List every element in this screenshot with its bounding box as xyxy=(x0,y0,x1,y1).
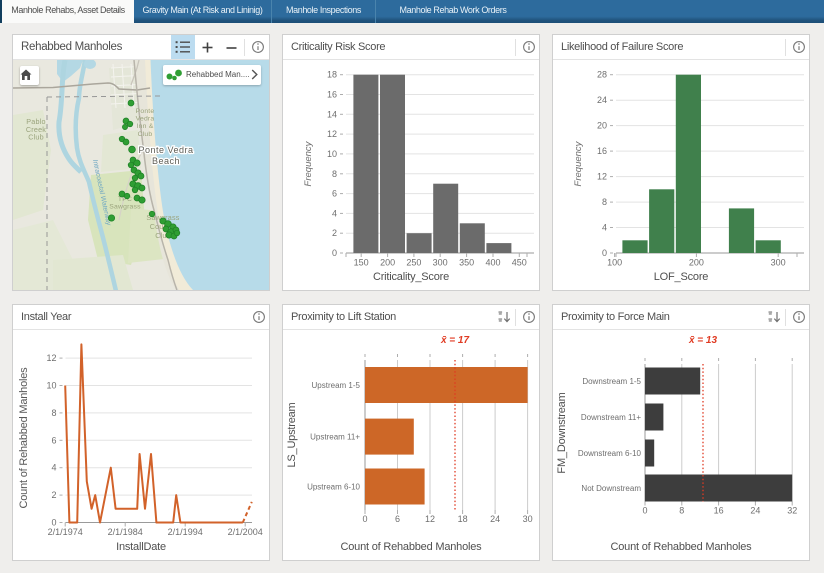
svg-text:FM_Downstream: FM_Downstream xyxy=(556,392,568,473)
svg-text:x̄ = 17: x̄ = 17 xyxy=(440,335,470,346)
svg-text:TPC: TPC xyxy=(118,196,132,203)
svg-text:12: 12 xyxy=(46,353,56,363)
svg-text:2/1/2004: 2/1/2004 xyxy=(228,527,263,537)
svg-text:Count of Rehabbed Manholes: Count of Rehabbed Manholes xyxy=(18,367,30,509)
svg-text:350: 350 xyxy=(459,258,474,268)
svg-text:28: 28 xyxy=(597,70,607,80)
svg-text:300: 300 xyxy=(771,258,786,268)
svg-text:0: 0 xyxy=(332,248,337,258)
svg-text:Country: Country xyxy=(150,222,177,231)
svg-text:200: 200 xyxy=(689,258,704,268)
svg-text:10: 10 xyxy=(46,381,56,391)
svg-text:Pablo: Pablo xyxy=(26,117,45,126)
svg-text:16: 16 xyxy=(327,90,337,100)
svg-text:Club: Club xyxy=(138,131,153,138)
svg-text:8: 8 xyxy=(602,197,607,207)
svg-text:2: 2 xyxy=(332,228,337,238)
svg-text:Not Downstream: Not Downstream xyxy=(581,484,641,493)
svg-text:18: 18 xyxy=(458,514,468,524)
svg-text:0: 0 xyxy=(51,518,56,528)
svg-text:450: 450 xyxy=(512,258,527,268)
svg-text:Upstream 6-10: Upstream 6-10 xyxy=(307,483,360,492)
svg-text:Frequency: Frequency xyxy=(573,140,584,186)
svg-text:8: 8 xyxy=(51,408,56,418)
svg-text:Downstream 6-10: Downstream 6-10 xyxy=(578,449,642,458)
svg-text:12: 12 xyxy=(425,514,435,524)
svg-text:Beach: Beach xyxy=(152,156,180,166)
svg-text:10: 10 xyxy=(327,149,337,159)
svg-text:6: 6 xyxy=(395,514,400,524)
svg-text:Count of Rehabbed Manholes: Count of Rehabbed Manholes xyxy=(341,541,483,553)
svg-text:Club: Club xyxy=(155,231,171,240)
svg-text:250: 250 xyxy=(406,258,421,268)
svg-text:150: 150 xyxy=(354,258,369,268)
svg-text:8: 8 xyxy=(679,506,684,516)
svg-text:Ponte Vedra: Ponte Vedra xyxy=(138,145,193,155)
svg-text:4: 4 xyxy=(51,463,56,473)
svg-text:24: 24 xyxy=(750,506,760,516)
svg-text:InstallDate: InstallDate xyxy=(116,541,166,553)
svg-text:Ponte: Ponte xyxy=(136,108,155,115)
svg-text:Sawgrass: Sawgrass xyxy=(109,204,141,211)
svg-text:Vedra: Vedra xyxy=(136,116,155,123)
svg-text:0: 0 xyxy=(602,248,607,258)
svg-text:x̄ = 13: x̄ = 13 xyxy=(688,335,718,346)
svg-text:32: 32 xyxy=(787,506,797,516)
svg-text:LOF_Score: LOF_Score xyxy=(654,271,709,283)
svg-text:0: 0 xyxy=(642,506,647,516)
svg-text:2: 2 xyxy=(51,490,56,500)
svg-text:Downstream 11+: Downstream 11+ xyxy=(581,413,641,422)
svg-text:6: 6 xyxy=(332,189,337,199)
svg-text:16: 16 xyxy=(597,146,607,156)
svg-text:2/1/1994: 2/1/1994 xyxy=(168,527,203,537)
svg-text:2/1/1984: 2/1/1984 xyxy=(108,527,143,537)
svg-text:Upstream 11+: Upstream 11+ xyxy=(310,433,360,442)
svg-text:12: 12 xyxy=(327,129,337,139)
svg-text:Frequency: Frequency xyxy=(303,140,314,186)
svg-text:18: 18 xyxy=(327,70,337,80)
svg-text:Downstream 1-5: Downstream 1-5 xyxy=(582,377,641,386)
svg-text:Upstream 1-5: Upstream 1-5 xyxy=(312,381,361,390)
svg-text:30: 30 xyxy=(523,514,533,524)
svg-text:4: 4 xyxy=(332,208,337,218)
svg-text:0: 0 xyxy=(362,514,367,524)
svg-text:14: 14 xyxy=(327,109,337,119)
svg-text:Creek: Creek xyxy=(26,125,46,134)
svg-text:2/1/1974: 2/1/1974 xyxy=(48,527,83,537)
svg-text:Count of Rehabbed Manholes: Count of Rehabbed Manholes xyxy=(611,541,753,553)
svg-text:Inn &: Inn & xyxy=(137,123,154,130)
svg-text:300: 300 xyxy=(433,258,448,268)
svg-text:400: 400 xyxy=(485,258,500,268)
svg-text:100: 100 xyxy=(607,258,622,268)
svg-text:20: 20 xyxy=(597,121,607,131)
svg-text:24: 24 xyxy=(490,514,500,524)
svg-text:16: 16 xyxy=(714,506,724,516)
svg-text:12: 12 xyxy=(597,172,607,182)
svg-text:Criticality_Score: Criticality_Score xyxy=(373,271,449,283)
svg-text:24: 24 xyxy=(597,95,607,105)
svg-text:Club: Club xyxy=(28,133,44,142)
svg-text:8: 8 xyxy=(332,169,337,179)
svg-text:200: 200 xyxy=(380,258,395,268)
svg-text:LS_Upstream: LS_Upstream xyxy=(286,402,298,467)
svg-text:4: 4 xyxy=(602,223,607,233)
svg-text:6: 6 xyxy=(51,435,56,445)
